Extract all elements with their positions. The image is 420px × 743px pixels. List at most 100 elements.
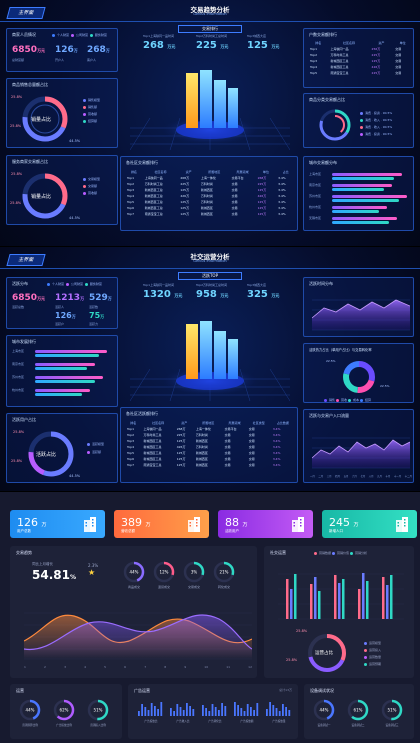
ring-label: 营销投入比例: [90, 724, 106, 727]
home-button[interactable]: 主界面: [6, 7, 46, 19]
mini-bar-chart: [138, 702, 163, 716]
table-cell: 新城西区工总: [144, 188, 163, 192]
stat-value: 75万: [89, 311, 105, 320]
panel-title: 活跃时间分布: [309, 281, 333, 286]
table-cell: 3.4%: [278, 212, 286, 216]
kpi-card[interactable]: 245 万新增人口: [322, 510, 417, 538]
table-header-cell: 资产: [378, 41, 385, 45]
tab-active-top[interactable]: 活跃TOP: [178, 272, 242, 280]
table-cell: 交易: [395, 71, 402, 75]
metric-label: Top1上海除同一品时间: [143, 34, 174, 38]
x-tick: 10: [204, 665, 209, 669]
table-row[interactable]: Top7 南通宝宝工总 125万 新城西区 交易 交易 3.4%: [125, 462, 295, 468]
table-row[interactable]: Top4 新城西区工总 426万 交易: [308, 64, 412, 70]
building-icon: [292, 517, 304, 532]
home-button[interactable]: 主界面: [6, 254, 46, 266]
table-row[interactable]: Top1 上海信同一品 268万 上海一体化 交易平台 交易 3.4%: [125, 426, 295, 432]
table-cell: 125万: [180, 200, 190, 204]
table-row[interactable]: Top5 南通宝宝工总 225万 交易: [308, 70, 412, 76]
bar: [286, 579, 289, 619]
pct-label: 44.5%: [69, 474, 81, 478]
panel-title: 社交运营: [270, 550, 286, 555]
metric-label: Top2万科时尚工总时间: [196, 283, 227, 287]
building-icon: [84, 517, 96, 532]
table-row[interactable]: Top4 新城西区工总 426万 万科时尚 交易 交易 3.4%: [125, 444, 295, 450]
table-cell: Top7: [127, 463, 134, 467]
trend-value: 54.81%: [32, 568, 76, 582]
table-cell: 新城西区: [195, 463, 208, 467]
kpi-value: 126 万: [17, 516, 47, 529]
table-row[interactable]: Top3 新城西区工总 125万 新城西区 交易 125万 3.4%: [125, 187, 295, 193]
dashboard-social-ops: 主界面 社交运营分析 Genius Information 活跃分布 个人财富 …: [0, 247, 420, 491]
table-row[interactable]: Top7 南通宝宝工总 125万 新城西区 交易 125万 3.4%: [125, 211, 295, 217]
tab-ranking[interactable]: 交易排行: [178, 25, 242, 33]
table-cell: Top1: [127, 427, 134, 431]
table-cell: 上海信同一品: [143, 427, 162, 431]
table-cell: 新城西区工总: [144, 194, 163, 198]
legend: 个人财富 公司财富 服务财富: [52, 33, 107, 37]
ops-panel: 运营 44% 营销预算比例 62% 广告投放比例 51% 营销投入比例: [10, 684, 122, 739]
x-tick: 五月: [343, 475, 349, 478]
table-cell: 新城西区: [200, 212, 213, 216]
merchant-panel: 商家人员情况 个人财富 公司财富 服务财富 6850万元 总财富额 126万 开…: [6, 28, 118, 72]
table-cell: 交易: [231, 212, 238, 216]
x-tick: 十一月: [393, 475, 402, 478]
table-cell: 交易: [248, 439, 255, 443]
table-cell: 交易: [231, 194, 238, 198]
table-row[interactable]: Top3 新城西区工总 125万 新城西区 交易 交易 3.4%: [125, 438, 295, 444]
x-tick: 八月: [368, 475, 374, 478]
panel-title: 户数交易额排行: [309, 32, 337, 37]
ad-bar-label: 广告投放额: [240, 720, 254, 723]
table-row[interactable]: Top5 新城西区工总 125万 万科时尚 交易 125万 3.4%: [125, 199, 295, 205]
table-cell: 3.4%: [272, 445, 281, 449]
stat-value: 268万: [87, 45, 110, 55]
table-row[interactable]: Top1 上海信同一品 256万 交易: [308, 46, 412, 52]
table-cell: 上海信同一品: [330, 47, 349, 51]
table-row[interactable]: Top2 万科时尚工总 225万 万科时尚 交易 225万 3.4%: [125, 181, 295, 187]
bar: [290, 589, 293, 619]
table-cell: 新城西区工总: [143, 451, 162, 455]
table-cell: 交易: [231, 206, 238, 210]
ring-label: 交易成交: [187, 585, 200, 589]
table-row[interactable]: Top2 万科时尚工总 225万 万科时尚 交易 交易 3.4%: [125, 432, 295, 438]
kpi-card[interactable]: 88 万活跃用户: [218, 510, 313, 538]
building-icon: [188, 517, 200, 532]
city-bar: [332, 199, 399, 202]
table-header-cell: 所属地区: [202, 421, 215, 425]
kpi-card[interactable]: 126 万用户总数: [10, 510, 105, 538]
table-cell: 426万: [180, 194, 190, 198]
city-bar: [332, 217, 397, 220]
table-cell: 交易: [395, 59, 402, 63]
city-bar: [35, 363, 95, 366]
pct-label: 25.8%: [296, 629, 308, 633]
svg-text:44%: 44%: [130, 570, 139, 575]
table-row[interactable]: Top4 新城西区工总 426万 万科时尚 交易 426万 3.4%: [125, 193, 295, 199]
table-cell: 交易: [248, 451, 255, 455]
dashboard-trade-trend: 主界面 交易趋势分析 Genius Information 商家人员情况 个人财…: [0, 0, 420, 246]
table-cell: 交易平台: [231, 176, 244, 180]
panel-title: 各社区活跃额排行: [126, 411, 158, 416]
metric-value: 958 万元: [196, 289, 229, 300]
pct-label: 22.5%: [380, 384, 390, 388]
metric-label: Top3城西大店: [247, 283, 266, 287]
table-cell: 3.4%: [278, 176, 286, 180]
stat-label: 活跃户: [55, 322, 65, 326]
legend: 交易模型 交易额 营收额: [83, 176, 100, 197]
table-row[interactable]: Top2 万科时尚工总 225万 交易: [308, 52, 412, 58]
x-tick: 8: [164, 665, 167, 669]
table-cell: 3.4%: [278, 194, 286, 198]
table-row[interactable]: Top6 新城西区工总 125万 新城西区 交易 交易 3.4%: [125, 456, 295, 462]
progress-ring: 44%: [313, 699, 335, 721]
table-row[interactable]: Top6 新城西区工总 125万 新城西区 交易 125万 3.4%: [125, 205, 295, 211]
stat-label: 总财富额: [12, 58, 25, 62]
table-row[interactable]: Top1 上海信同一品 268万 上海一体化 交易平台 268万 3.4%: [125, 175, 295, 181]
kpi-card[interactable]: 389 万营收总额: [114, 510, 209, 538]
svg-text:12%: 12%: [160, 570, 169, 575]
table-cell: 万科时尚: [200, 182, 213, 186]
traffic-panel: 活跃与交易户入口流量 一月 二月 三月 四月 五月 六月 七月 八月 九月 十月 十一月 十二月: [303, 409, 414, 483]
table-row[interactable]: Top5 新城西区工总 125万 新城西区 交易 交易 3.4%: [125, 450, 295, 456]
heat-share-panel: 活跃热力占比（单用户占比）与交易转化率 22.5% 22.5% 销售 营收 成本…: [303, 343, 414, 403]
table-row[interactable]: Top3 新城西区工总 125万 交易: [308, 58, 412, 64]
community-ranking-panel: 各社区交易额排行 排名 社区名称 资产 所属地区 所属领域 单位 占比 Top1 上海信同一品 2…: [120, 156, 298, 231]
table-cell: 万科时尚工总: [144, 182, 163, 186]
